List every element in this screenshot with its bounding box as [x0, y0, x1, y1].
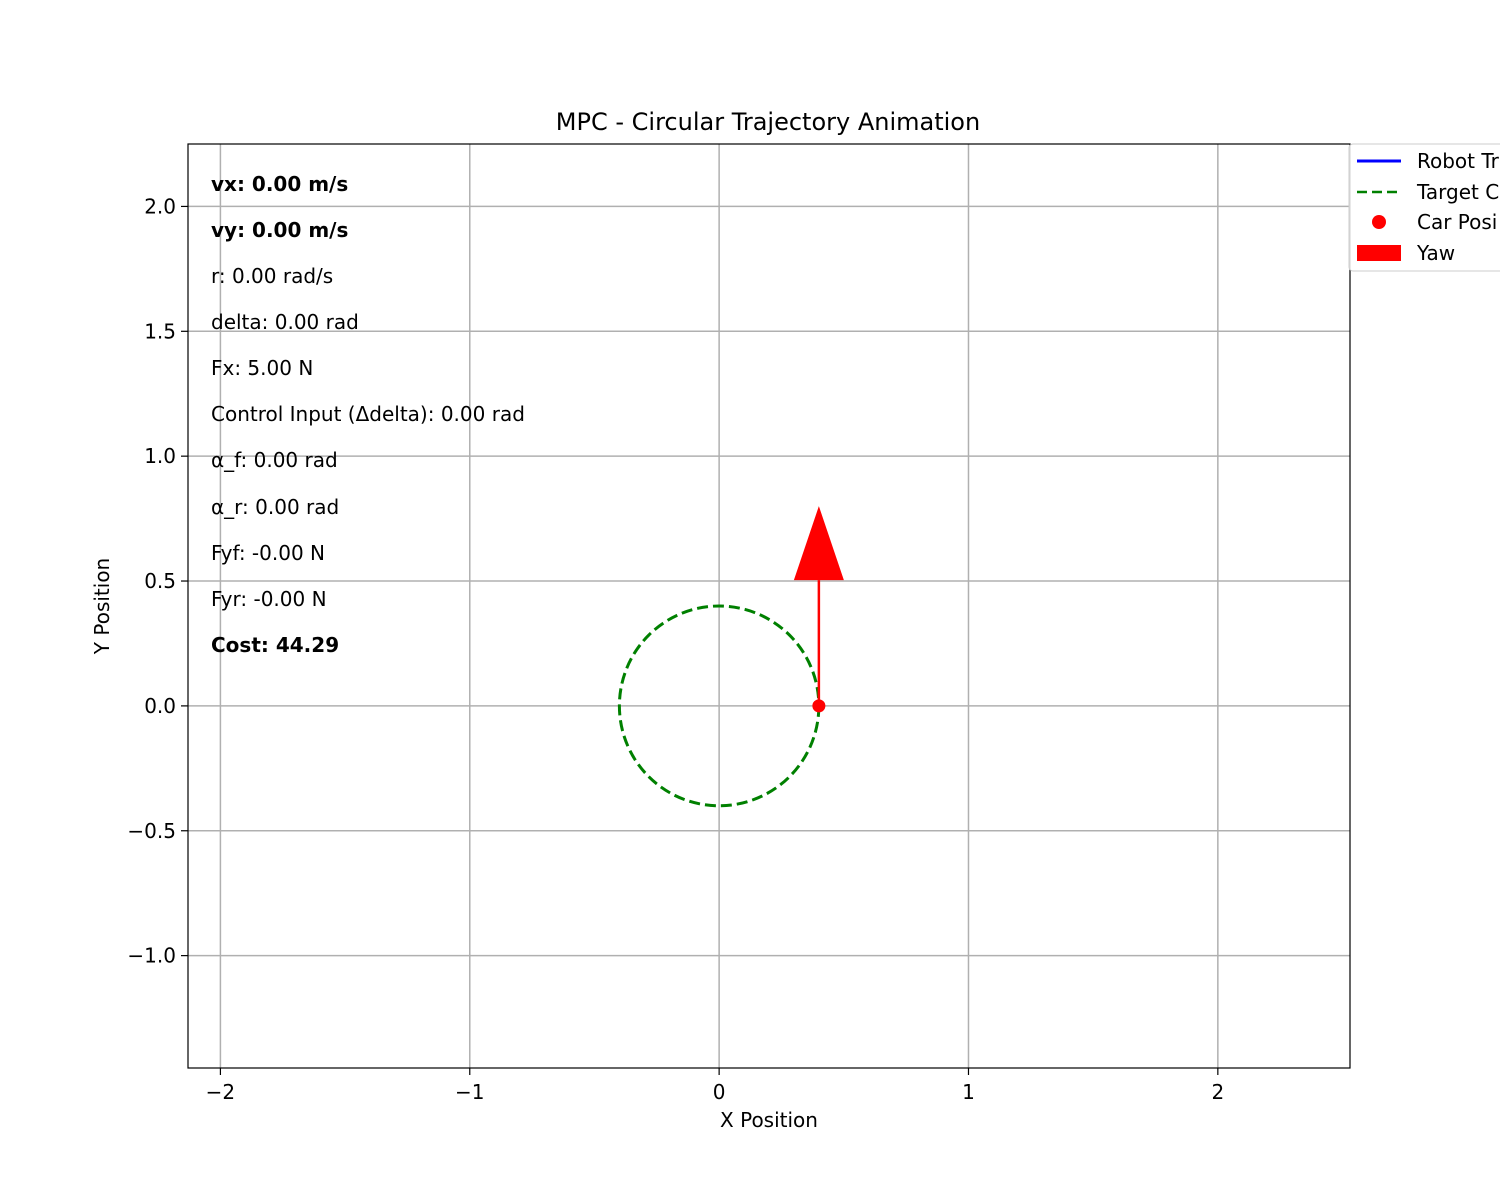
chart-title: MPC - Circular Trajectory Animation: [556, 108, 980, 136]
y-tick-label: −1.0: [127, 944, 176, 968]
x-tick-label: 2: [1211, 1080, 1224, 1104]
legend-swatch-patch: [1357, 245, 1401, 261]
annotation-text: Cost: 44.29: [211, 633, 339, 657]
y-tick-label: 1.5: [144, 319, 176, 343]
x-tick-label: −1: [455, 1080, 484, 1104]
y-axis-ticks: −1.0 −0.5 0.0 0.5 1.0 1.5 2.0: [127, 194, 188, 968]
annotation-text: Fyf: -0.00 N: [211, 541, 325, 565]
axes-frame: [187, 143, 1351, 1069]
x-axis-label: X Position: [720, 1108, 818, 1132]
telemetry-annotations: vx: 0.00 m/s vy: 0.00 m/s r: 0.00 rad/s del…: [211, 172, 525, 657]
legend-label: Yaw: [1416, 241, 1455, 265]
y-tick-label: −0.5: [127, 819, 176, 843]
legend-swatch-dot: [1372, 215, 1386, 229]
x-tick-label: 1: [962, 1080, 975, 1104]
x-tick-label: −2: [206, 1080, 235, 1104]
annotation-text: vy: 0.00 m/s: [211, 218, 348, 242]
annotation-text: r: 0.00 rad/s: [211, 264, 333, 288]
annotation-text: Fx: 5.00 N: [211, 356, 313, 380]
y-axis-label: Y Position: [90, 558, 114, 655]
legend-label: Robot Tr: [1417, 149, 1500, 173]
legend: Robot Tr Target C Car Posi Yaw: [1348, 143, 1500, 272]
annotation-text: α_f: 0.00 rad: [211, 448, 338, 472]
annotation-text: delta: 0.00 rad: [211, 310, 359, 334]
x-tick-label: 0: [713, 1080, 726, 1104]
legend-box: [1348, 143, 1500, 272]
legend-label: Car Posi: [1417, 210, 1497, 234]
annotation-text: α_r: 0.00 rad: [211, 495, 339, 519]
yaw-arrow-head: [793, 506, 844, 581]
annotation-text: vx: 0.00 m/s: [211, 172, 348, 196]
annotation-text: Control Input (Δdelta): 0.00 rad: [211, 402, 525, 426]
y-tick-label: 0.5: [144, 569, 176, 593]
y-tick-label: 0.0: [144, 694, 176, 718]
x-axis-ticks: −2 −1 0 1 2: [206, 1068, 1224, 1104]
annotation-text: Fyr: -0.00 N: [211, 587, 327, 611]
y-tick-label: 1.0: [144, 444, 176, 468]
plot-area: [617, 506, 844, 808]
y-tick-label: 2.0: [144, 194, 176, 218]
car-position-dot: [812, 699, 826, 713]
legend-label: Target C: [1416, 180, 1499, 204]
